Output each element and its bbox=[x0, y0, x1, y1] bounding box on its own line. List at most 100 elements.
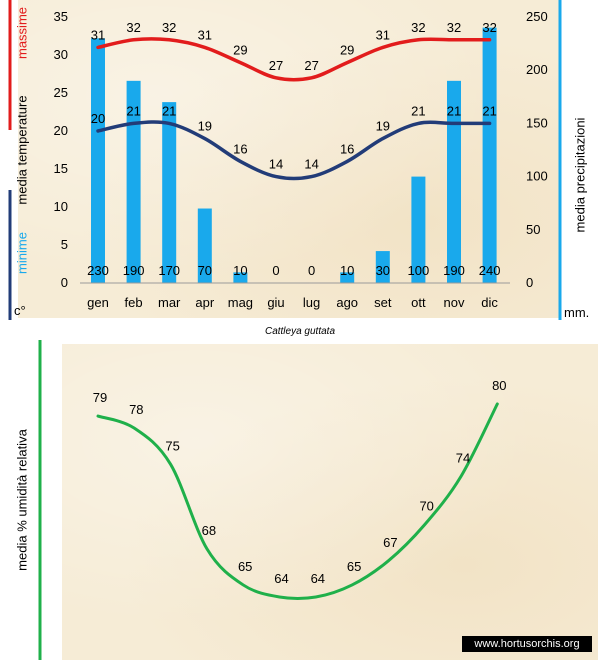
temp-axis-label: media temperature bbox=[14, 95, 30, 205]
precip-axis-label: media precipitazioni bbox=[572, 117, 588, 233]
precip-value-giu: 0 bbox=[272, 263, 279, 278]
precip-value-gen: 230 bbox=[87, 263, 109, 278]
precip-value-set: 30 bbox=[376, 263, 390, 278]
right-tick-150: 150 bbox=[526, 115, 548, 130]
massime-value-ago: 29 bbox=[340, 43, 354, 58]
right-tick-200: 200 bbox=[526, 62, 548, 77]
month-label-gen: gen bbox=[87, 295, 109, 310]
humidity-value-gen: 79 bbox=[93, 390, 107, 405]
right-tick-50: 50 bbox=[526, 222, 540, 237]
minime-value-giu: 14 bbox=[269, 157, 283, 172]
precip-value-lug: 0 bbox=[308, 263, 315, 278]
precip-value-mag: 10 bbox=[233, 263, 247, 278]
minime-value-mag: 16 bbox=[233, 141, 247, 156]
precip-bar-ago bbox=[340, 272, 355, 283]
minime-value-gen: 20 bbox=[91, 111, 105, 126]
minime-value-dic: 21 bbox=[482, 103, 496, 118]
temp-unit: c° bbox=[14, 303, 26, 318]
massime-value-giu: 27 bbox=[269, 58, 283, 73]
humidity-value-ott: 70 bbox=[419, 499, 433, 514]
month-label-giu: giu bbox=[267, 295, 284, 310]
minime-value-ott: 21 bbox=[411, 103, 425, 118]
precip-bar-set bbox=[375, 251, 390, 283]
humidity-value-dic: 80 bbox=[492, 378, 506, 393]
left-tick-5: 5 bbox=[61, 237, 68, 252]
chart-caption: Cattleya guttata bbox=[264, 326, 336, 337]
month-label-nov: nov bbox=[444, 295, 465, 310]
humidity-value-apr: 68 bbox=[202, 523, 216, 538]
precip-unit: mm. bbox=[564, 305, 590, 320]
month-label-lug: lug bbox=[303, 295, 320, 310]
precip-value-apr: 70 bbox=[198, 263, 212, 278]
massime-value-set: 31 bbox=[376, 27, 390, 42]
temperature-precipitation-panel bbox=[18, 0, 560, 318]
month-label-mar: mar bbox=[158, 295, 181, 310]
watermark: www.hortusorchis.org bbox=[462, 636, 592, 652]
max-temp-label: massime bbox=[14, 6, 30, 60]
humidity-value-mar: 75 bbox=[165, 438, 179, 453]
precip-value-ott: 100 bbox=[408, 263, 430, 278]
humidity-value-mag: 65 bbox=[238, 559, 252, 574]
precip-bar-nov bbox=[447, 80, 461, 283]
precip-bar-apr bbox=[197, 208, 212, 283]
massime-value-ott: 32 bbox=[411, 20, 425, 35]
right-tick-250: 250 bbox=[526, 9, 548, 24]
humidity-panel bbox=[62, 344, 598, 660]
left-tick-10: 10 bbox=[54, 199, 68, 214]
month-label-ago: ago bbox=[336, 295, 358, 310]
humidity-value-lug: 64 bbox=[311, 571, 325, 586]
precip-bar-ott bbox=[411, 176, 426, 283]
humidity-value-feb: 78 bbox=[129, 402, 143, 417]
precip-bar-dic bbox=[482, 27, 497, 283]
massime-value-dic: 32 bbox=[482, 20, 496, 35]
month-label-ott: ott bbox=[411, 295, 426, 310]
massime-value-feb: 32 bbox=[126, 20, 140, 35]
massime-line bbox=[96, 37, 492, 82]
month-label-dic: dic bbox=[481, 295, 498, 310]
left-tick-0: 0 bbox=[61, 275, 68, 290]
precip-value-ago: 10 bbox=[340, 263, 354, 278]
left-tick-25: 25 bbox=[54, 85, 68, 100]
min-temp-label: minime bbox=[14, 232, 30, 274]
minime-value-lug: 14 bbox=[304, 157, 318, 172]
massime-value-mag: 29 bbox=[233, 43, 247, 58]
humidity-value-giu: 64 bbox=[274, 571, 288, 586]
left-tick-20: 20 bbox=[54, 123, 68, 138]
humidity-line bbox=[96, 402, 499, 601]
minime-value-nov: 21 bbox=[447, 103, 461, 118]
minime-value-set: 19 bbox=[376, 119, 390, 134]
precip-value-nov: 190 bbox=[443, 263, 465, 278]
humidity-value-nov: 74 bbox=[456, 450, 470, 465]
month-label-mag: mag bbox=[228, 295, 253, 310]
massime-value-apr: 31 bbox=[198, 27, 212, 42]
month-label-set: set bbox=[374, 295, 392, 310]
right-tick-100: 100 bbox=[526, 169, 548, 184]
humidity-value-set: 67 bbox=[383, 535, 397, 550]
precip-bar-mag bbox=[233, 272, 248, 283]
month-label-feb: feb bbox=[125, 295, 143, 310]
massime-value-lug: 27 bbox=[304, 58, 318, 73]
precip-bar-mar bbox=[162, 102, 177, 284]
precip-bar-gen bbox=[91, 38, 105, 283]
massime-value-mar: 32 bbox=[162, 20, 176, 35]
minime-value-mar: 21 bbox=[162, 103, 176, 118]
massime-value-nov: 32 bbox=[447, 20, 461, 35]
minime-value-feb: 21 bbox=[126, 103, 140, 118]
precip-value-dic: 240 bbox=[479, 263, 501, 278]
left-tick-35: 35 bbox=[54, 9, 68, 24]
precip-value-mar: 170 bbox=[158, 263, 180, 278]
massime-value-gen: 31 bbox=[91, 27, 105, 42]
left-tick-15: 15 bbox=[54, 161, 68, 176]
minime-line bbox=[96, 120, 492, 181]
minime-value-apr: 19 bbox=[198, 119, 212, 134]
left-tick-30: 30 bbox=[54, 47, 68, 62]
month-label-apr: apr bbox=[195, 295, 214, 310]
precip-bar-feb bbox=[126, 80, 141, 283]
minime-value-ago: 16 bbox=[340, 141, 354, 156]
humidity-axis-label: media % umidità relativa bbox=[14, 429, 30, 571]
right-tick-0: 0 bbox=[526, 275, 533, 290]
humidity-value-ago: 65 bbox=[347, 559, 361, 574]
precip-value-feb: 190 bbox=[123, 263, 145, 278]
